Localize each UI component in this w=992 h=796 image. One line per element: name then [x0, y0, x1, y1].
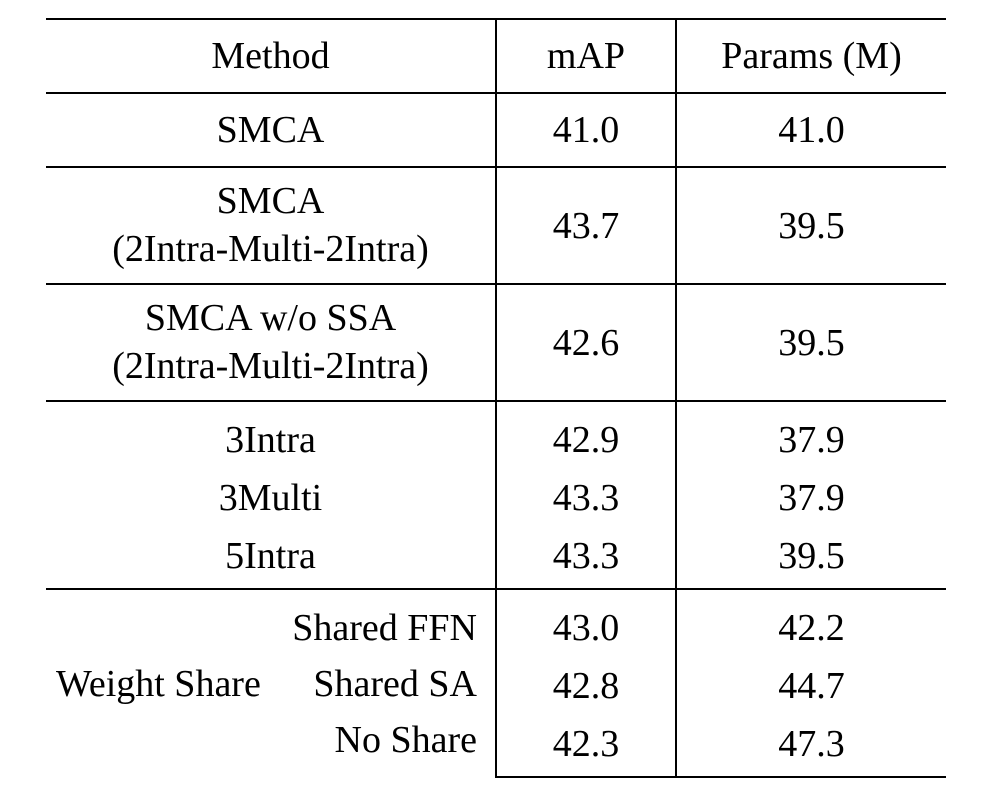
method-line1: SMCA: [46, 178, 495, 226]
header-params: Params (M): [676, 19, 946, 93]
cell-map: 43.7: [496, 167, 676, 284]
header-method: Method: [46, 19, 496, 93]
cell-map: 41.0: [496, 93, 676, 167]
weight-share-sub: Shared FFN: [291, 600, 477, 656]
cell-method-weightshare: Weight Share Shared FFN Shared SA No Sha…: [46, 589, 496, 777]
cell-map: 42.3: [496, 712, 676, 777]
table-header-row: Method mAP Params (M): [46, 19, 946, 93]
cell-params: 42.2: [676, 589, 946, 660]
cell-method: 5Intra: [46, 524, 496, 589]
table-row: Weight Share Shared FFN Shared SA No Sha…: [46, 589, 946, 660]
cell-method-multiline: SMCA w/o SSA (2Intra-Multi-2Intra): [46, 284, 496, 401]
weight-share-sub: Shared SA: [291, 656, 477, 712]
table-row: SMCA (2Intra-Multi-2Intra) 43.7 39.5: [46, 167, 946, 284]
cell-params: 39.5: [676, 167, 946, 284]
method-line1: SMCA w/o SSA: [46, 295, 495, 343]
weight-share-sub: No Share: [291, 712, 477, 768]
cell-map: 43.0: [496, 589, 676, 660]
cell-params: 44.7: [676, 660, 946, 712]
cell-map: 42.9: [496, 401, 676, 472]
table-row: SMCA 41.0 41.0: [46, 93, 946, 167]
cell-params: 47.3: [676, 712, 946, 777]
cell-params: 37.9: [676, 401, 946, 472]
header-map: mAP: [496, 19, 676, 93]
cell-map: 42.8: [496, 660, 676, 712]
cell-params: 41.0: [676, 93, 946, 167]
table-row: SMCA w/o SSA (2Intra-Multi-2Intra) 42.6 …: [46, 284, 946, 401]
cell-map: 42.6: [496, 284, 676, 401]
cell-params: 39.5: [676, 524, 946, 589]
table-row: 5Intra 43.3 39.5: [46, 524, 946, 589]
cell-method-multiline: SMCA (2Intra-Multi-2Intra): [46, 167, 496, 284]
results-table: Method mAP Params (M) SMCA 41.0 41.0 SMC…: [46, 18, 946, 778]
cell-map: 43.3: [496, 472, 676, 524]
table-row: 3Multi 43.3 37.9: [46, 472, 946, 524]
method-line2: (2Intra-Multi-2Intra): [46, 226, 495, 274]
cell-params: 39.5: [676, 284, 946, 401]
results-table-container: Method mAP Params (M) SMCA 41.0 41.0 SMC…: [46, 18, 946, 778]
cell-map: 43.3: [496, 524, 676, 589]
weight-share-label: Weight Share: [56, 662, 291, 706]
method-line2: (2Intra-Multi-2Intra): [46, 343, 495, 391]
cell-method: 3Intra: [46, 401, 496, 472]
cell-params: 37.9: [676, 472, 946, 524]
cell-method: SMCA: [46, 93, 496, 167]
table-row: 3Intra 42.9 37.9: [46, 401, 946, 472]
cell-method: 3Multi: [46, 472, 496, 524]
